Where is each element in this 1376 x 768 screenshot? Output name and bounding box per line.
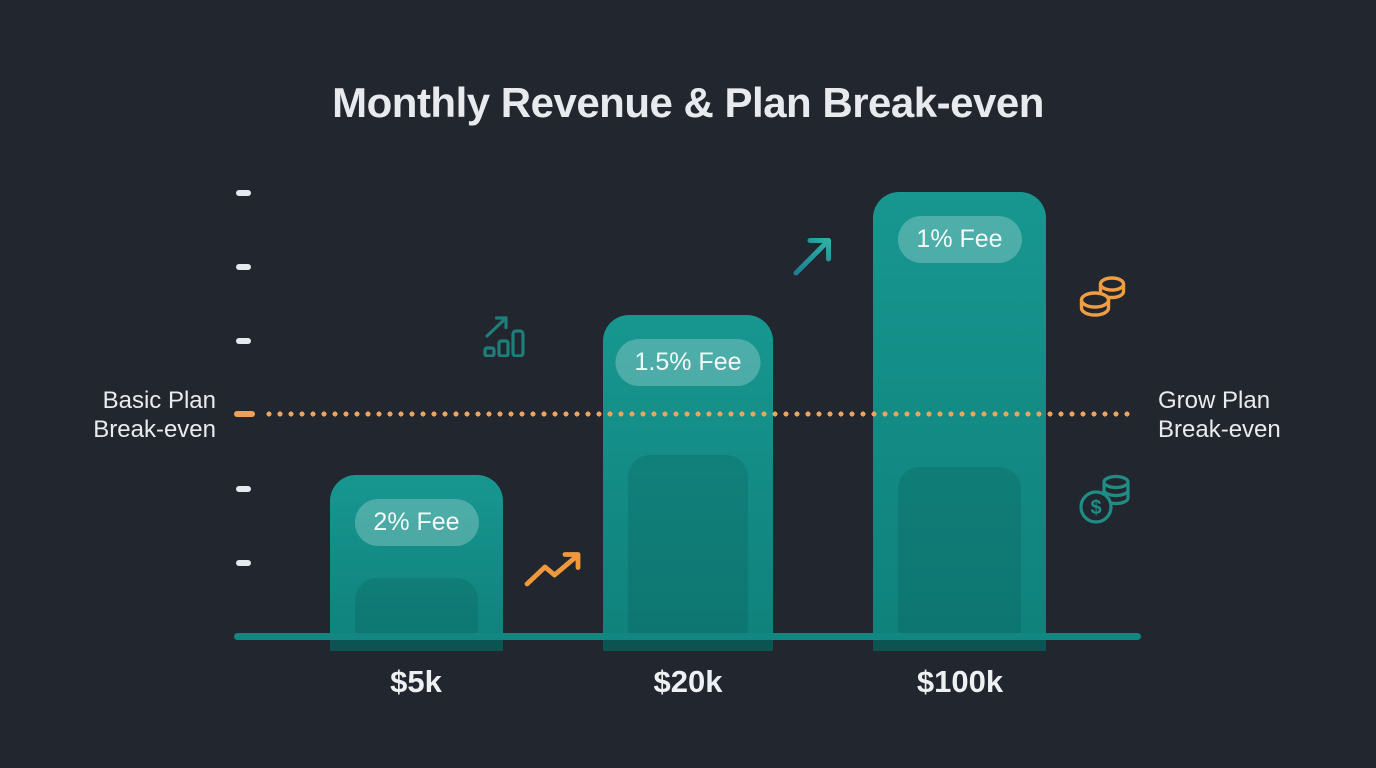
bar-inner-panel: [355, 578, 478, 640]
breakeven-label-grow-line1: Grow Plan: [1158, 387, 1271, 414]
y-axis-tick: [236, 190, 251, 196]
fee-badge: 2% Fee: [354, 499, 479, 546]
arrow-up-right-icon: [789, 233, 836, 280]
breakeven-label-grow-line2: Break-even: [1158, 416, 1281, 443]
breakeven-label-basic-line1: Basic Plan: [102, 387, 216, 414]
chart-title: Monthly Revenue & Plan Break-even: [332, 79, 1044, 126]
y-axis-tick: [236, 338, 251, 344]
breakeven-label-basic: Basic Plan Break-even: [60, 386, 216, 444]
y-axis-tick: [236, 264, 251, 270]
fee-badge: 1.5% Fee: [615, 339, 761, 386]
trending-up-icon: [523, 546, 582, 590]
revenue-bar-100k: 1% Fee: [873, 192, 1046, 651]
growth-chart-icon: [482, 313, 530, 357]
breakeven-label-basic-line2: Break-even: [93, 416, 216, 443]
x-axis-label-100k: $100k: [916, 664, 1004, 699]
breakeven-dotted-line: [266, 411, 1135, 417]
fee-badge: 1% Fee: [897, 216, 1022, 263]
coins-icon: [1079, 272, 1129, 322]
revenue-bar-5k: 2% Fee: [330, 475, 503, 651]
breakeven-label-grow: Grow Plan Break-even: [1158, 386, 1338, 444]
x-axis-line: [234, 633, 1141, 640]
bar-inner-panel: [628, 455, 748, 640]
y-axis-tick: [236, 560, 251, 566]
x-axis-label-20k: $20k: [653, 664, 723, 699]
x-axis-label-5k: $5k: [390, 664, 442, 699]
svg-text:$: $: [1090, 497, 1101, 519]
revenue-bar-20k: 1.5% Fee: [603, 315, 773, 651]
y-axis-tick: [236, 486, 251, 492]
breakeven-tick: [234, 411, 255, 417]
dollar-coins-icon: $: [1078, 469, 1132, 527]
bar-inner-panel: [898, 467, 1021, 640]
